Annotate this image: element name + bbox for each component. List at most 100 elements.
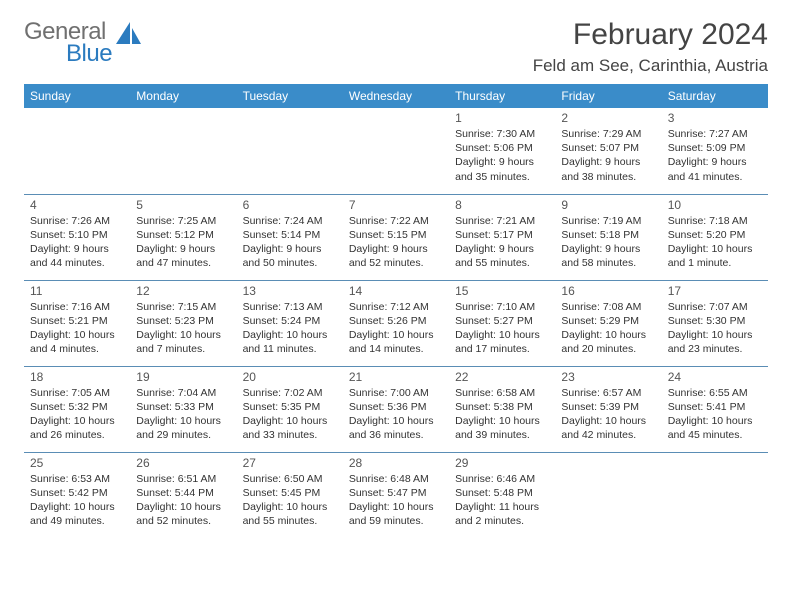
calendar-week-row: 1 Sunrise: 7:30 AMSunset: 5:06 PMDaylight… <box>24 108 768 194</box>
day-number: 22 <box>455 370 549 384</box>
day-info: Sunrise: 7:30 AMSunset: 5:06 PMDaylight:… <box>455 127 549 184</box>
day-number: 2 <box>561 111 655 125</box>
day-number: 8 <box>455 198 549 212</box>
day-info: Sunrise: 6:51 AMSunset: 5:44 PMDaylight:… <box>136 472 230 529</box>
day-info: Sunrise: 6:55 AMSunset: 5:41 PMDaylight:… <box>668 386 762 443</box>
day-number: 28 <box>349 456 443 470</box>
calendar-day-cell: 26 Sunrise: 6:51 AMSunset: 5:44 PMDayligh… <box>130 452 236 538</box>
calendar-day-cell: 17Sunrise: 7:07 AMSunset: 5:30 PMDayligh… <box>662 280 768 366</box>
day-number: 27 <box>243 456 337 470</box>
calendar-week-row: 25 Sunrise: 6:53 AMSunset: 5:42 PMDayligh… <box>24 452 768 538</box>
day-number: 3 <box>668 111 762 125</box>
calendar-day-cell: 28 Sunrise: 6:48 AMSunset: 5:47 PMDayligh… <box>343 452 449 538</box>
day-number: 15 <box>455 284 549 298</box>
day-info: Sunrise: 6:50 AMSunset: 5:45 PMDaylight:… <box>243 472 337 529</box>
weekday-header: Saturday <box>662 84 768 108</box>
calendar-day-cell: 5Sunrise: 7:25 AMSunset: 5:12 PMDaylight… <box>130 194 236 280</box>
day-info: Sunrise: 7:02 AMSunset: 5:35 PMDaylight:… <box>243 386 337 443</box>
calendar-day-cell: 2 Sunrise: 7:29 AMSunset: 5:07 PMDaylight… <box>555 108 661 194</box>
weekday-header: Monday <box>130 84 236 108</box>
calendar-day-cell: 29 Sunrise: 6:46 AMSunset: 5:48 PMDayligh… <box>449 452 555 538</box>
day-info: Sunrise: 7:04 AMSunset: 5:33 PMDaylight:… <box>136 386 230 443</box>
weekday-header: Tuesday <box>237 84 343 108</box>
logo: General Blue <box>24 18 142 68</box>
weekday-header: Friday <box>555 84 661 108</box>
calendar-day-cell: 7 Sunrise: 7:22 AMSunset: 5:15 PMDaylight… <box>343 194 449 280</box>
calendar-day-cell: 25 Sunrise: 6:53 AMSunset: 5:42 PMDayligh… <box>24 452 130 538</box>
day-number: 4 <box>30 198 124 212</box>
day-number: 16 <box>561 284 655 298</box>
day-number: 6 <box>243 198 337 212</box>
day-info: Sunrise: 6:46 AMSunset: 5:48 PMDaylight:… <box>455 472 549 529</box>
calendar-day-cell: 3 Sunrise: 7:27 AMSunset: 5:09 PMDaylight… <box>662 108 768 194</box>
calendar-day-cell <box>343 108 449 194</box>
calendar-day-cell: 19 Sunrise: 7:04 AMSunset: 5:33 PMDayligh… <box>130 366 236 452</box>
day-info: Sunrise: 6:58 AMSunset: 5:38 PMDaylight:… <box>455 386 549 443</box>
calendar-day-cell: 27 Sunrise: 6:50 AMSunset: 5:45 PMDayligh… <box>237 452 343 538</box>
day-info: Sunrise: 7:27 AMSunset: 5:09 PMDaylight:… <box>668 127 762 184</box>
calendar-day-cell: 4 Sunrise: 7:26 AMSunset: 5:10 PMDaylight… <box>24 194 130 280</box>
day-number: 10 <box>668 198 762 212</box>
day-number: 18 <box>30 370 124 384</box>
calendar-day-cell: 8 Sunrise: 7:21 AMSunset: 5:17 PMDaylight… <box>449 194 555 280</box>
day-info: Sunrise: 7:26 AMSunset: 5:10 PMDaylight:… <box>30 214 124 271</box>
day-number: 24 <box>668 370 762 384</box>
title-block: February 2024 Feld am See, Carinthia, Au… <box>533 18 768 76</box>
day-number: 29 <box>455 456 549 470</box>
day-info: Sunrise: 7:24 AMSunset: 5:14 PMDaylight:… <box>243 214 337 271</box>
day-number: 12 <box>136 284 230 298</box>
day-info: Sunrise: 6:53 AMSunset: 5:42 PMDaylight:… <box>30 472 124 529</box>
calendar-day-cell: 6 Sunrise: 7:24 AMSunset: 5:14 PMDaylight… <box>237 194 343 280</box>
weekday-header: Thursday <box>449 84 555 108</box>
weekday-header: Sunday <box>24 84 130 108</box>
header: General Blue February 2024 Feld am See, … <box>24 18 768 76</box>
calendar-week-row: 4 Sunrise: 7:26 AMSunset: 5:10 PMDaylight… <box>24 194 768 280</box>
day-info: Sunrise: 6:48 AMSunset: 5:47 PMDaylight:… <box>349 472 443 529</box>
day-info: Sunrise: 7:00 AMSunset: 5:36 PMDaylight:… <box>349 386 443 443</box>
weekday-header-row: Sunday Monday Tuesday Wednesday Thursday… <box>24 84 768 108</box>
day-number: 9 <box>561 198 655 212</box>
calendar-day-cell <box>24 108 130 194</box>
day-info: Sunrise: 7:16 AMSunset: 5:21 PMDaylight:… <box>30 300 124 357</box>
logo-sail-icon <box>116 22 142 46</box>
day-info: Sunrise: 7:29 AMSunset: 5:07 PMDaylight:… <box>561 127 655 184</box>
day-number: 11 <box>30 284 124 298</box>
calendar-day-cell: 15 Sunrise: 7:10 AMSunset: 5:27 PMDayligh… <box>449 280 555 366</box>
day-number: 25 <box>30 456 124 470</box>
calendar-day-cell: 14Sunrise: 7:12 AMSunset: 5:26 PMDayligh… <box>343 280 449 366</box>
calendar-week-row: 11 Sunrise: 7:16 AMSunset: 5:21 PMDayligh… <box>24 280 768 366</box>
day-info: Sunrise: 7:21 AMSunset: 5:17 PMDaylight:… <box>455 214 549 271</box>
day-info: Sunrise: 7:12 AMSunset: 5:26 PMDaylight:… <box>349 300 443 357</box>
location: Feld am See, Carinthia, Austria <box>533 56 768 76</box>
calendar-day-cell: 23Sunrise: 6:57 AMSunset: 5:39 PMDayligh… <box>555 366 661 452</box>
day-info: Sunrise: 7:10 AMSunset: 5:27 PMDaylight:… <box>455 300 549 357</box>
day-info: Sunrise: 7:19 AMSunset: 5:18 PMDaylight:… <box>561 214 655 271</box>
calendar-day-cell: 24 Sunrise: 6:55 AMSunset: 5:41 PMDayligh… <box>662 366 768 452</box>
calendar-day-cell: 16 Sunrise: 7:08 AMSunset: 5:29 PMDayligh… <box>555 280 661 366</box>
calendar-day-cell: 11 Sunrise: 7:16 AMSunset: 5:21 PMDayligh… <box>24 280 130 366</box>
calendar-day-cell: 12 Sunrise: 7:15 AMSunset: 5:23 PMDayligh… <box>130 280 236 366</box>
day-number: 7 <box>349 198 443 212</box>
calendar-week-row: 18Sunrise: 7:05 AMSunset: 5:32 PMDayligh… <box>24 366 768 452</box>
day-number: 19 <box>136 370 230 384</box>
day-number: 26 <box>136 456 230 470</box>
day-info: Sunrise: 7:15 AMSunset: 5:23 PMDaylight:… <box>136 300 230 357</box>
calendar-day-cell <box>130 108 236 194</box>
day-number: 23 <box>561 370 655 384</box>
day-number: 13 <box>243 284 337 298</box>
calendar-day-cell <box>555 452 661 538</box>
day-info: Sunrise: 7:22 AMSunset: 5:15 PMDaylight:… <box>349 214 443 271</box>
day-number: 5 <box>136 198 230 212</box>
day-number: 1 <box>455 111 549 125</box>
calendar-table: Sunday Monday Tuesday Wednesday Thursday… <box>24 84 768 538</box>
calendar-day-cell: 9 Sunrise: 7:19 AMSunset: 5:18 PMDaylight… <box>555 194 661 280</box>
day-info: Sunrise: 7:08 AMSunset: 5:29 PMDaylight:… <box>561 300 655 357</box>
calendar-day-cell: 10Sunrise: 7:18 AMSunset: 5:20 PMDayligh… <box>662 194 768 280</box>
calendar-day-cell: 20 Sunrise: 7:02 AMSunset: 5:35 PMDayligh… <box>237 366 343 452</box>
calendar-day-cell: 21Sunrise: 7:00 AMSunset: 5:36 PMDayligh… <box>343 366 449 452</box>
month-title: February 2024 <box>533 18 768 52</box>
calendar-day-cell: 18Sunrise: 7:05 AMSunset: 5:32 PMDayligh… <box>24 366 130 452</box>
day-number: 20 <box>243 370 337 384</box>
calendar-day-cell <box>662 452 768 538</box>
calendar-day-cell: 1 Sunrise: 7:30 AMSunset: 5:06 PMDaylight… <box>449 108 555 194</box>
